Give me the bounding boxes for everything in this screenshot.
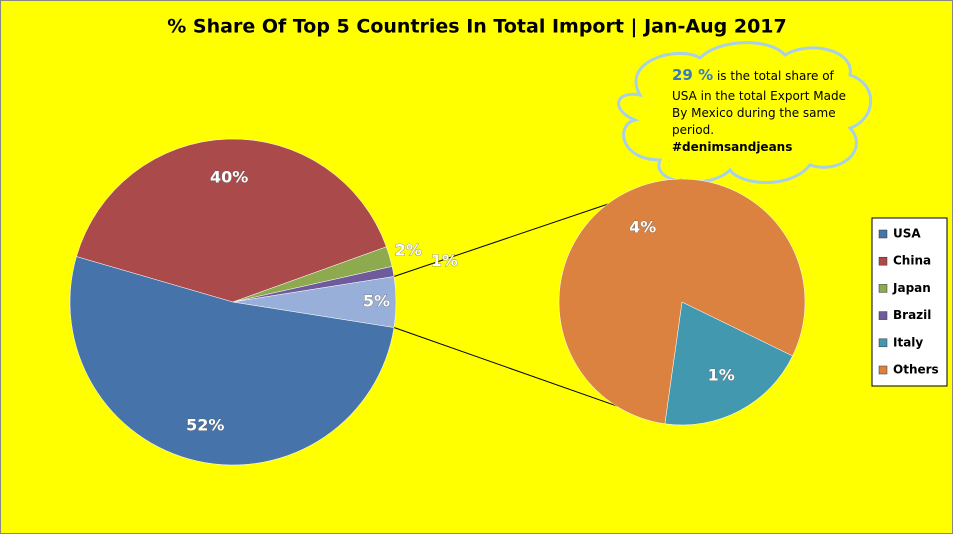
legend-label: Italy <box>893 335 923 349</box>
annotation-tag: #denimsandjeans <box>672 140 792 154</box>
data-label: 52% <box>186 416 224 435</box>
chart-title: % Share Of Top 5 Countries In Total Impo… <box>167 16 786 38</box>
annotation-text: is the total share of <box>717 69 835 83</box>
legend-label: China <box>893 254 931 268</box>
pie-slice <box>664 301 793 426</box>
legend-label: Japan <box>892 281 931 295</box>
legend-swatch <box>878 338 888 348</box>
data-label: 4% <box>629 218 656 237</box>
legend-box <box>871 217 948 387</box>
annotation-line: period. <box>672 123 714 137</box>
legend-swatch <box>878 256 888 266</box>
legend-label: Others <box>893 363 939 377</box>
data-label: 1% <box>431 251 458 270</box>
pie-slice <box>69 256 395 466</box>
cloud <box>617 41 873 184</box>
legend-label: Brazil <box>893 308 931 322</box>
annotation-line: USA in the total Export Made <box>672 89 846 103</box>
legend-label: USA <box>893 227 921 241</box>
legend-swatch <box>878 284 888 293</box>
pie-slice <box>558 178 806 425</box>
data-label: 2% <box>395 241 422 260</box>
legend-swatch <box>878 365 888 375</box>
pie-slice <box>232 276 397 328</box>
data-label: 5% <box>363 292 390 311</box>
pie-slice <box>76 138 387 303</box>
annotation-highlight: 29 % <box>672 66 713 84</box>
legend-swatch <box>878 229 888 239</box>
data-label: 40% <box>210 168 248 187</box>
legend-swatch <box>878 311 888 320</box>
data-label: 1% <box>708 365 735 384</box>
annotation-line: 29 % is the total share of <box>672 66 835 84</box>
annotation-line: By Mexico during the same <box>672 106 836 120</box>
